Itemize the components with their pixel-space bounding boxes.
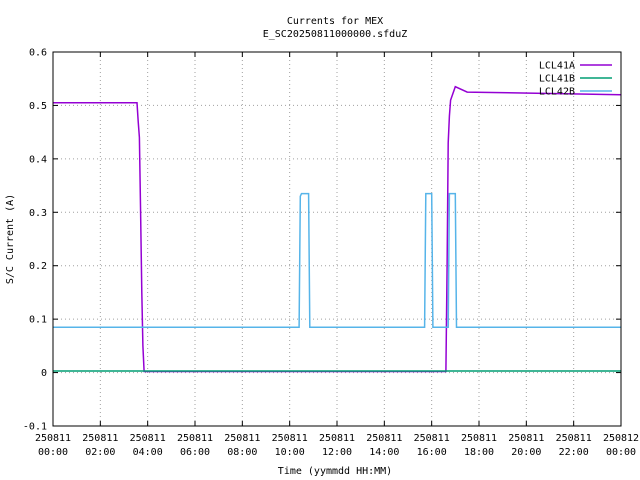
y-axis-label: S/C Current (A) bbox=[5, 194, 16, 284]
x-tick-label-date: 250811 bbox=[272, 433, 308, 444]
y-tick-label: 0.5 bbox=[29, 101, 47, 112]
x-tick-label-time: 08:00 bbox=[227, 447, 257, 458]
x-tick-label-date: 250811 bbox=[82, 433, 118, 444]
x-tick-label-time: 06:00 bbox=[180, 447, 210, 458]
y-tick-label: -0.1 bbox=[23, 422, 47, 433]
x-tick-label-time: 14:00 bbox=[369, 447, 399, 458]
x-tick-label-date: 250811 bbox=[224, 433, 260, 444]
x-tick-label-time: 20:00 bbox=[511, 447, 541, 458]
x-tick-label-date: 250811 bbox=[508, 433, 544, 444]
x-tick-label-time: 02:00 bbox=[85, 447, 115, 458]
y-tick-label: 0.3 bbox=[29, 208, 47, 219]
x-tick-label-date: 250811 bbox=[319, 433, 355, 444]
x-tick-label-date: 250811 bbox=[35, 433, 71, 444]
x-tick-label-time: 00:00 bbox=[38, 447, 68, 458]
x-tick-label-date: 250811 bbox=[130, 433, 166, 444]
x-tick-label-time: 00:00 bbox=[606, 447, 636, 458]
y-tick-label: 0.4 bbox=[29, 154, 47, 165]
x-tick-label-date: 250811 bbox=[414, 433, 450, 444]
y-tick-label: 0.1 bbox=[29, 315, 47, 326]
x-tick-label-date: 250811 bbox=[556, 433, 592, 444]
x-axis-label: Time (yymmdd HH:MM) bbox=[278, 466, 392, 477]
x-tick-label-time: 10:00 bbox=[275, 447, 305, 458]
y-tick-label: 0 bbox=[41, 368, 47, 379]
x-tick-label-date: 250812 bbox=[603, 433, 639, 444]
x-tick-label-time: 12:00 bbox=[322, 447, 352, 458]
legend-label: LCL41B bbox=[539, 74, 575, 85]
legend: LCL41A LCL41B LCL42B bbox=[539, 61, 612, 98]
chart-subtitle: E_SC20250811000000.sfduZ bbox=[263, 29, 408, 40]
x-tick-label-time: 04:00 bbox=[133, 447, 163, 458]
series-layer bbox=[53, 85, 622, 373]
tick-layer: -0.1 0 0.1 0.2 0.3 0.4 0.5 0.6 250811 00:00 250811… bbox=[23, 48, 639, 459]
x-tick-label-time: 16:00 bbox=[417, 447, 447, 458]
y-tick-label: 0.2 bbox=[29, 261, 47, 272]
x-tick-label-date: 250811 bbox=[461, 433, 497, 444]
series-line-lcl42b bbox=[53, 192, 621, 328]
x-tick-label-time: 22:00 bbox=[559, 447, 589, 458]
x-tick-label-date: 250811 bbox=[177, 433, 213, 444]
x-tick-label-time: 18:00 bbox=[464, 447, 494, 458]
grid-layer bbox=[52, 51, 622, 427]
chart-title: Currents for MEX bbox=[287, 16, 383, 27]
legend-label: LCL42B bbox=[539, 87, 575, 98]
y-tick-label: 0.6 bbox=[29, 48, 47, 59]
legend-label: LCL41A bbox=[539, 61, 575, 72]
x-tick-label-date: 250811 bbox=[366, 433, 402, 444]
